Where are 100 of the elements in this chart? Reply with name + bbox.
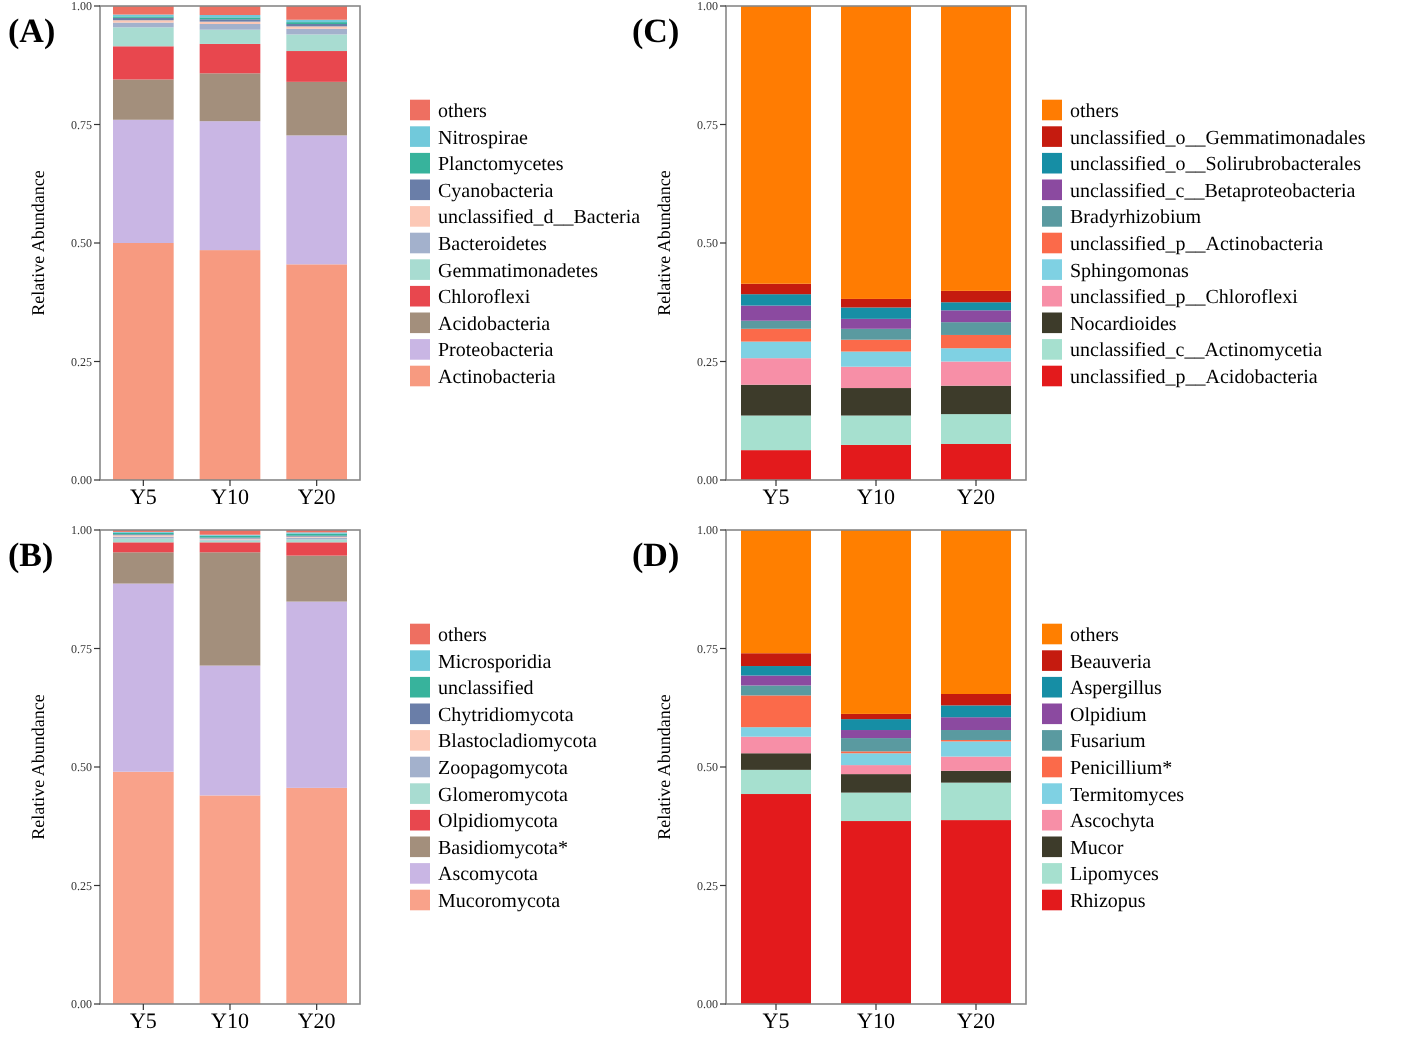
legend-label: Blastocladiomycota — [438, 731, 598, 754]
bar — [113, 243, 174, 480]
bar — [113, 583, 174, 772]
legend-label: Actinobacteria — [438, 367, 557, 389]
x-tick-label: Y10 — [211, 486, 250, 510]
bar — [741, 685, 811, 696]
bar — [941, 705, 1011, 718]
legend-label: others — [1070, 101, 1120, 123]
x-tick-label: Y5 — [129, 1010, 158, 1034]
y-axis-title: Relative Abundance — [28, 694, 48, 840]
bar — [841, 351, 911, 367]
bar — [841, 328, 911, 340]
legend-label: Nitrospirae — [438, 127, 530, 150]
legend-label: unclassified_c__Betaproteobacteria — [1070, 180, 1357, 203]
legend-label: Bacteroidetes — [438, 234, 548, 256]
bar — [741, 653, 811, 667]
legend-label: Mucoromycota — [438, 891, 562, 913]
legend-label: others — [438, 625, 488, 647]
bar — [199, 552, 261, 666]
bar — [741, 328, 811, 342]
bar — [741, 305, 811, 321]
bar — [841, 792, 911, 822]
bar — [941, 322, 1011, 335]
bar — [286, 264, 347, 480]
chart-title: (C) — [632, 12, 680, 50]
bar — [286, 601, 347, 788]
legend-label: Glomeromycota — [438, 784, 570, 807]
bar — [941, 334, 1011, 349]
bar — [286, 51, 347, 82]
chart-title: (D) — [632, 536, 680, 574]
legend-label: Nocardioides — [1070, 313, 1177, 336]
bar — [941, 414, 1011, 444]
bar — [199, 250, 261, 480]
bar — [113, 6, 174, 15]
bar — [199, 121, 261, 251]
bar — [841, 753, 911, 766]
bar — [841, 530, 911, 714]
bar — [941, 290, 1011, 303]
legend-label: unclassified — [438, 678, 534, 701]
bar — [741, 530, 811, 654]
bar — [741, 736, 811, 754]
bar — [741, 450, 811, 480]
x-tick-label: Y5 — [129, 486, 158, 510]
legend-label: others — [1070, 625, 1120, 647]
x-tick-label: Y10 — [211, 1010, 250, 1034]
bar — [199, 24, 261, 30]
bar — [199, 542, 261, 553]
legend-label: Zoopagomycota — [438, 758, 570, 780]
legend-label: Fusarium — [1070, 731, 1146, 754]
legend-label: Beauveria — [1070, 651, 1153, 674]
bar — [741, 794, 811, 1004]
bar — [941, 730, 1011, 740]
bar — [286, 81, 347, 136]
legend-label: Microsporidia — [438, 651, 553, 674]
bar — [113, 542, 174, 553]
legend-label: unclassified_d__Bacteria — [438, 207, 642, 230]
legend-label: Aspergillus — [1070, 678, 1163, 701]
x-tick-label: Y20 — [957, 486, 996, 510]
bar — [941, 443, 1011, 480]
legend-label: Rhizopus — [1070, 891, 1146, 913]
bar — [841, 339, 911, 352]
bar — [941, 310, 1011, 323]
x-tick-label: Y20 — [297, 486, 337, 510]
bar — [941, 717, 1011, 731]
y-axis-title: Relative Abundance — [28, 170, 48, 316]
bar — [741, 769, 811, 795]
x-tick-label: Y20 — [297, 1010, 337, 1034]
bar — [741, 666, 811, 676]
legend-label: others — [438, 101, 488, 123]
bar — [741, 727, 811, 737]
bar — [841, 738, 911, 752]
bar — [741, 283, 811, 295]
bar — [941, 530, 1011, 694]
legend-label: Cyanobacteria — [438, 180, 555, 203]
legend-label: Bradyrhizobium — [1070, 207, 1202, 230]
bar — [741, 6, 811, 284]
bar — [941, 756, 1011, 771]
bar — [741, 358, 811, 385]
legend-label: unclassified_o__Solirubrobacterales — [1070, 154, 1362, 177]
bar — [841, 318, 911, 329]
x-tick-label: Y5 — [762, 1010, 791, 1034]
bar — [941, 361, 1011, 386]
bar — [741, 753, 811, 770]
bar — [941, 782, 1011, 821]
x-tick-label: Y20 — [957, 1010, 996, 1034]
bar — [199, 665, 261, 796]
bar — [941, 820, 1011, 1004]
bar — [741, 320, 811, 329]
bar — [113, 46, 174, 80]
legend-label: Gemmatimonadetes — [438, 260, 599, 283]
bar — [113, 119, 174, 243]
bar — [841, 298, 911, 308]
bar — [941, 694, 1011, 706]
bar — [941, 348, 1011, 362]
y-axis-title: Relative Abundance — [654, 170, 674, 316]
x-tick-label: Y10 — [857, 486, 896, 510]
legend-label: unclassified_p__Chloroflexi — [1070, 287, 1299, 310]
legend-label: Olpidiomycota — [438, 811, 560, 834]
chart-title: (B) — [8, 536, 54, 574]
legend-label: unclassified_c__Actinomycetia — [1070, 340, 1324, 363]
